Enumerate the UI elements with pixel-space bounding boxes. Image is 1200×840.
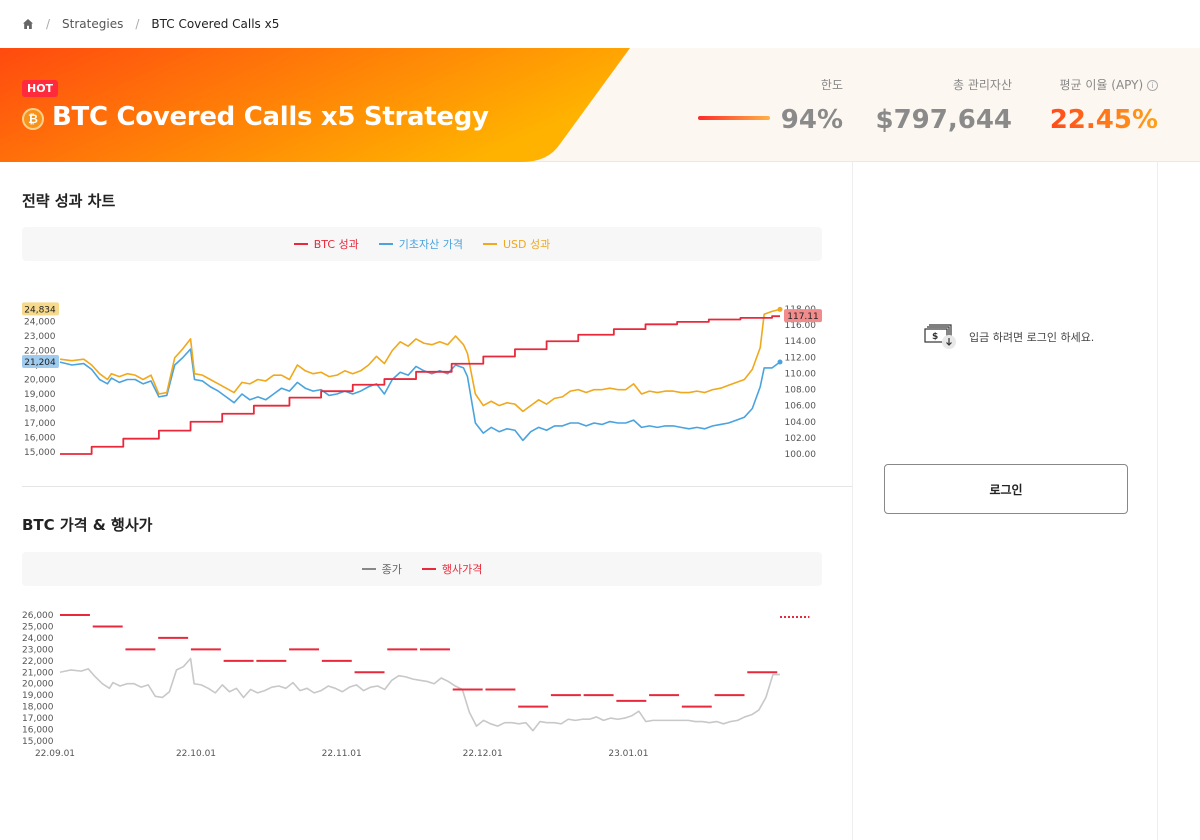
y-left-tick-label: 24,000 (24, 318, 56, 328)
underlying-last-value-label: 21,204 (24, 358, 56, 368)
performance-chart-title: 전략 성과 차트 (22, 192, 116, 210)
y-right-tick-label: 108.00 (785, 386, 817, 396)
y-left-tick-label: 22,000 (24, 347, 56, 357)
x-tick-label: 22.12.01 (463, 749, 503, 759)
strategy-hero: HOT ₿ BTC Covered Calls x5 Strategy 한도 9… (0, 48, 1200, 162)
hot-badge: HOT (22, 80, 59, 97)
btc-last-value-label: 117.11 (787, 312, 819, 322)
limit-value: 94% (780, 105, 843, 135)
legend-label: BTC 성과 (313, 238, 359, 251)
y-tick-label: 18,000 (22, 703, 54, 713)
aum-stat: 총 관리자산 $797,644 (860, 76, 1012, 135)
y-right-tick-label: 104.00 (785, 418, 817, 428)
close-price-line (59, 657, 780, 732)
x-tick-label: 22.10.01 (176, 749, 216, 759)
y-left-tick-label: 16,000 (24, 434, 56, 444)
limit-label: 한도 (820, 78, 843, 92)
y-tick-label: 23,000 (22, 645, 54, 655)
bitcoin-icon: ₿ (22, 108, 44, 130)
breadcrumb-current: BTC Covered Calls x5 (151, 17, 280, 31)
y-tick-label: 24,000 (22, 634, 54, 644)
x-tick-label: 22.09.01 (35, 749, 75, 759)
x-tick-label: 22.11.01 (322, 749, 362, 759)
series-line (59, 348, 781, 442)
legend-item-usd-performance[interactable]: USD 성과 (483, 236, 550, 252)
legend-swatch (378, 243, 393, 245)
strike-chart-title: BTC 가격 & 행사가 (22, 516, 153, 534)
strategy-title: BTC Covered Calls x5 Strategy (52, 102, 489, 132)
home-icon[interactable] (22, 18, 34, 30)
y-left-tick-label: 19,000 (24, 390, 56, 400)
series-end-dot (777, 359, 783, 365)
legend-item-underlying-price[interactable]: 기초자산 가격 (378, 236, 463, 252)
y-left-tick-label: 23,000 (24, 332, 56, 342)
main-content: 전략 성과 차트 BTC 성과 기초자산 가격 USD 성과 15,000 16,… (0, 162, 852, 840)
apy-label: 평균 이율 (APY) (1059, 78, 1144, 92)
svg-text:$: $ (932, 332, 938, 342)
section-divider (22, 486, 852, 487)
limit-stat: 한도 94% (770, 76, 843, 135)
legend-item-close-price[interactable]: 종가 (361, 561, 402, 577)
usd-last-value-tag (22, 302, 59, 316)
login-prompt: $ 입금 하려면 로그인 하세요. (923, 324, 1094, 350)
limit-progress-bar (698, 116, 770, 120)
legend-swatch (361, 568, 376, 570)
y-right-tick-label: 112.00 (785, 353, 817, 363)
y-tick-label: 25,000 (22, 622, 54, 632)
y-tick-label: 16,000 (22, 726, 54, 736)
apy-stat: 평균 이율 (APY) i 22.45% (1030, 76, 1158, 135)
y-left-tick-label: 20,000 (24, 376, 56, 386)
btc-last-value-tag (784, 309, 822, 323)
breadcrumb-separator: / (135, 17, 140, 31)
aum-value: $797,644 (875, 105, 1012, 135)
legend-swatch (293, 243, 308, 245)
y-tick-label: 21,000 (22, 668, 54, 678)
legend-swatch (483, 243, 497, 245)
y-tick-label: 20,000 (22, 680, 54, 690)
usd-last-value-label: 24,834 (24, 305, 56, 315)
breadcrumb-separator: / (46, 17, 51, 31)
hero-gradient-banner (0, 48, 630, 162)
y-left-tick-label: 17,000 (24, 419, 56, 429)
performance-legend: BTC 성과 기초자산 가격 USD 성과 (22, 227, 822, 261)
y-left-tick-label: 15,000 (24, 448, 56, 458)
y-tick-label: 17,000 (22, 714, 54, 724)
y-tick-label: 15,000 (22, 737, 54, 747)
x-tick-label: 23.01.01 (608, 749, 648, 759)
series-line (59, 308, 781, 413)
y-tick-label: 22,000 (22, 657, 54, 667)
legend-label: USD 성과 (503, 238, 551, 251)
info-icon[interactable]: i (1147, 80, 1158, 91)
breadcrumb-strategies-link[interactable]: Strategies (62, 17, 124, 31)
y-right-tick-label: 100.00 (785, 450, 817, 460)
y-right-tick-label: 114.00 (785, 337, 817, 347)
y-right-tick-label: 110.00 (785, 369, 817, 379)
legend-swatch (421, 568, 436, 570)
login-message: 입금 하려면 로그인 하세요. (969, 331, 1095, 344)
y-right-tick-label: 116.00 (785, 321, 817, 331)
y-right-tick-label: 106.00 (785, 402, 817, 412)
y-right-tick-label: 102.00 (785, 434, 817, 444)
legend-label: 종가 (381, 563, 402, 576)
performance-chart: 15,00016,00017,00018,00019,00020,00021,0… (22, 302, 822, 460)
legend-label: 행사가격 (441, 563, 483, 576)
y-left-tick-label: 18,000 (24, 405, 56, 415)
underlying-last-value-tag (22, 355, 59, 369)
aum-label: 총 관리자산 (952, 78, 1012, 92)
login-button[interactable]: 로그인 (884, 464, 1128, 514)
y-tick-label: 26,000 (22, 611, 54, 621)
breadcrumb: / Strategies / BTC Covered Calls x5 (0, 0, 1200, 48)
money-deposit-icon: $ (923, 324, 959, 350)
legend-label: 기초자산 가격 (398, 238, 463, 251)
legend-item-btc-performance[interactable]: BTC 성과 (293, 236, 359, 252)
strike-legend: 종가 행사가격 (22, 552, 822, 586)
y-tick-label: 19,000 (22, 691, 54, 701)
series-line (60, 315, 780, 455)
deposit-sidebar: $ 입금 하려면 로그인 하세요. 로그인 (852, 162, 1158, 840)
apy-value: 22.45% (1030, 105, 1158, 135)
series-end-dot (777, 306, 783, 312)
legend-item-strike-price[interactable]: 행사가격 (421, 561, 483, 577)
